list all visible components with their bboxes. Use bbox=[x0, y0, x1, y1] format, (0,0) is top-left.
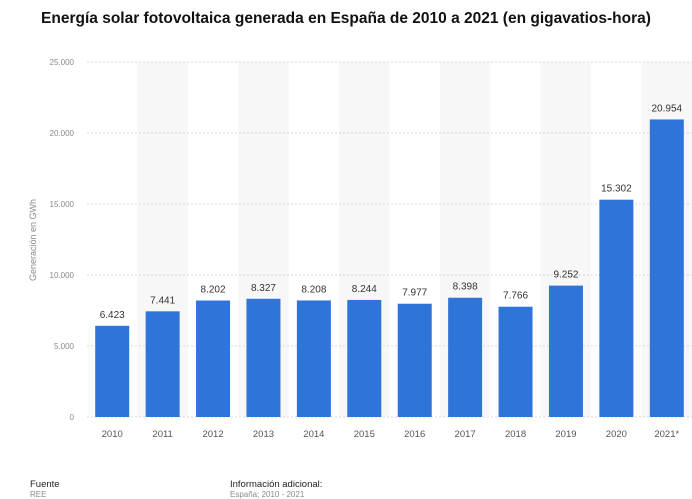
bar bbox=[498, 306, 533, 417]
x-tick-label: 2020 bbox=[606, 429, 627, 440]
x-tick-label: 2012 bbox=[202, 429, 223, 440]
bar-value-label: 8.327 bbox=[251, 283, 276, 294]
bar-value-label: 7.766 bbox=[503, 291, 528, 302]
y-tick-label: 15.000 bbox=[50, 200, 75, 209]
bar bbox=[95, 325, 130, 417]
x-tick-label: 2016 bbox=[404, 429, 425, 440]
bar-value-label: 9.252 bbox=[553, 270, 578, 281]
bar bbox=[347, 299, 382, 417]
chart-title: Energía solar fotovoltaica generada en E… bbox=[41, 10, 651, 27]
x-tick-label: 2011 bbox=[152, 429, 172, 440]
bar-value-label: 6.423 bbox=[100, 310, 125, 321]
y-tick-label: 5.000 bbox=[54, 342, 75, 351]
source-value: REE bbox=[30, 490, 47, 499]
x-axis-ticks: 2010 2011 2012 2013 2014 2015 2016 2017 2018 2019… bbox=[102, 429, 680, 440]
bar bbox=[145, 311, 180, 417]
value-labels: 6.423 7.441 8.202 8.327 8.208 8.244 7.977 8.398… bbox=[100, 103, 683, 320]
bar bbox=[296, 300, 331, 417]
y-axis-label: Generación en GWh bbox=[28, 199, 38, 281]
bar-value-label: 8.398 bbox=[453, 282, 478, 293]
y-tick-label: 20.000 bbox=[50, 129, 75, 138]
gridlines bbox=[87, 61, 692, 418]
source-label: Fuente bbox=[30, 479, 60, 490]
x-tick-label: 2014 bbox=[303, 429, 324, 440]
x-tick-label: 2017 bbox=[455, 429, 476, 440]
bar-value-label: 7.441 bbox=[150, 295, 175, 306]
y-tick-label: 10.000 bbox=[50, 271, 75, 280]
bar bbox=[246, 298, 281, 417]
bar-value-label: 7.977 bbox=[402, 288, 427, 299]
x-tick-label: 2010 bbox=[102, 429, 123, 440]
y-tick-label: 25.000 bbox=[50, 58, 75, 67]
bars bbox=[95, 119, 684, 418]
y-tick-label: 0 bbox=[70, 413, 75, 422]
x-tick-label: 2021* bbox=[654, 429, 679, 440]
bar bbox=[548, 285, 583, 417]
bar bbox=[196, 300, 231, 417]
bar-value-label: 20.954 bbox=[651, 103, 682, 114]
bar bbox=[397, 303, 432, 417]
info-label: Información adicional: bbox=[230, 479, 323, 490]
info-value: España; 2010 - 2021 bbox=[230, 490, 305, 499]
bar bbox=[599, 199, 634, 417]
bar-value-label: 8.208 bbox=[301, 284, 326, 295]
bar-value-label: 8.244 bbox=[352, 284, 377, 295]
x-tick-label: 2019 bbox=[555, 429, 576, 440]
bar bbox=[649, 119, 684, 418]
bar-chart: 0 5.000 10.000 15.000 20.000 25.000 6.423 7.44… bbox=[28, 58, 692, 440]
bar bbox=[448, 297, 483, 417]
x-tick-label: 2013 bbox=[253, 429, 274, 440]
y-axis-ticks: 0 5.000 10.000 15.000 20.000 25.000 bbox=[50, 58, 75, 422]
bar-value-label: 15.302 bbox=[601, 184, 632, 195]
x-tick-label: 2018 bbox=[505, 429, 526, 440]
bar-value-label: 8.202 bbox=[201, 285, 226, 296]
x-tick-label: 2015 bbox=[354, 429, 375, 440]
